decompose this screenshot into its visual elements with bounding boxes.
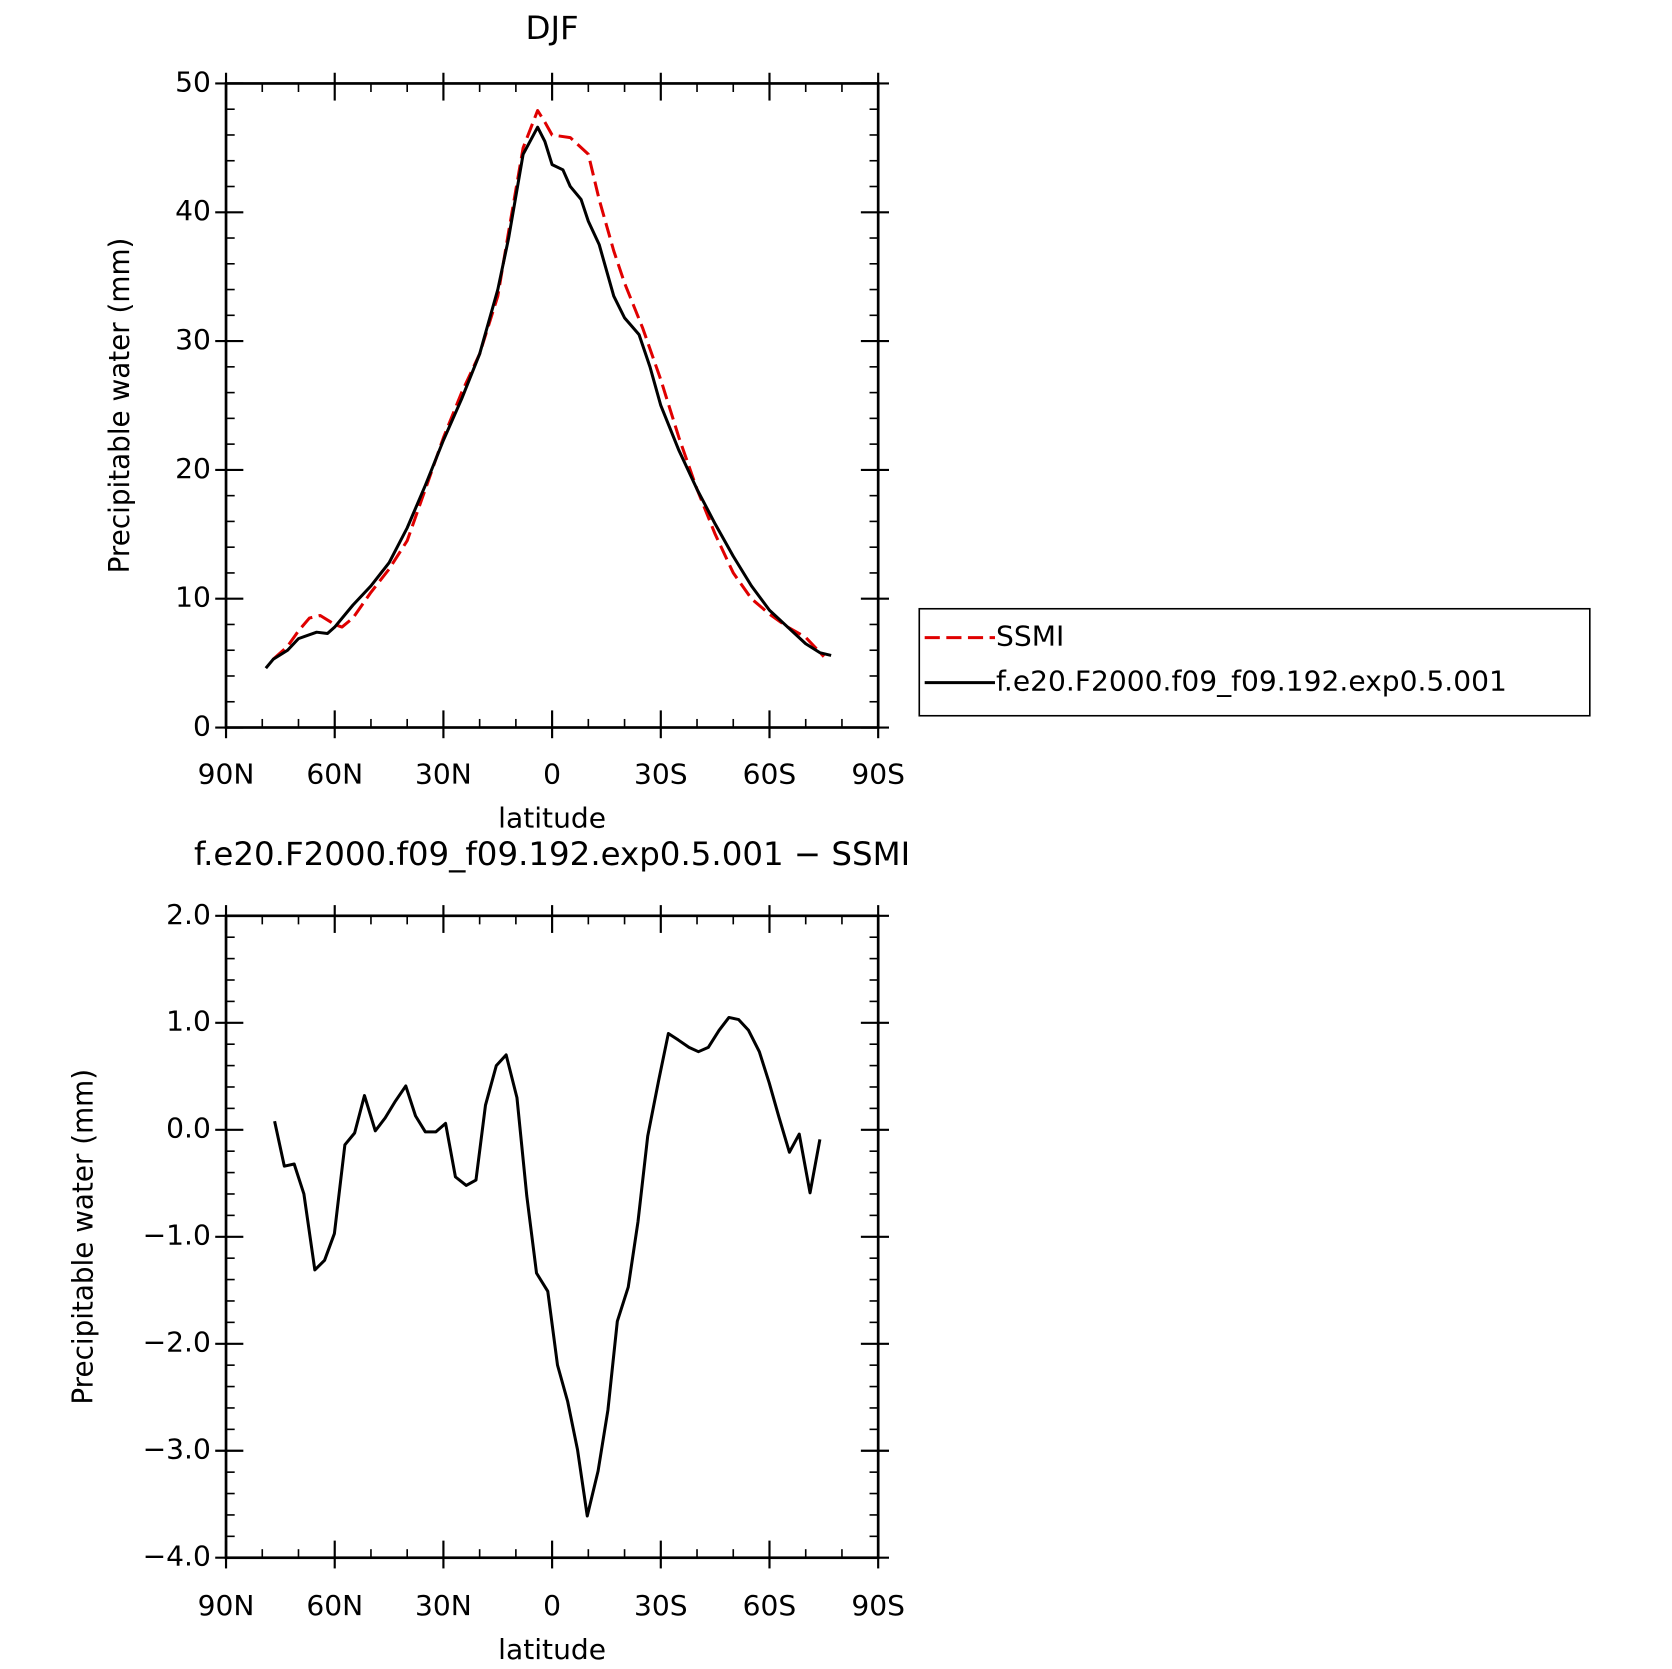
legend-box [918, 607, 1591, 717]
data-line [272, 109, 825, 661]
x-tick-label: 0 [543, 758, 561, 791]
y-tick-label: 2.0 [166, 898, 211, 931]
x-tick-label: 90S [851, 1589, 905, 1622]
x-tick-label: 90N [198, 758, 255, 791]
y-tick-label: 40 [175, 194, 211, 227]
x-tick-label: 30N [415, 1589, 472, 1622]
y-tick-label: −2.0 [143, 1326, 211, 1359]
y-tick-label: −1.0 [143, 1219, 211, 1252]
legend-label: SSMI [996, 620, 1064, 653]
x-axis-label: latitude [498, 802, 606, 835]
x-tick-label: 60N [306, 758, 363, 791]
plot-frame [224, 914, 880, 1560]
y-tick-label: 20 [175, 452, 211, 485]
x-tick-label: 60N [306, 1589, 363, 1622]
x-axis-label: latitude [498, 1633, 606, 1666]
x-tick-label: 0 [543, 1589, 561, 1622]
x-tick-label: 60S [743, 758, 797, 791]
y-axis-label: Precipitable water (mm) [103, 238, 136, 574]
x-tick-label: 30N [415, 758, 472, 791]
y-tick-label: 10 [175, 581, 211, 614]
y-tick-label: 0 [193, 710, 211, 743]
y-tick-label: 50 [175, 66, 211, 99]
y-axis-label: Precipitable water (mm) [66, 1069, 99, 1405]
x-tick-label: 60S [743, 1589, 797, 1622]
plot-frame [224, 82, 880, 729]
data-line [273, 1015, 822, 1518]
chart-title: f.e20.F2000.f09_f09.192.exp0.5.001 − SSM… [194, 835, 910, 873]
chart-title: DJF [526, 9, 579, 47]
legend-label: f.e20.F2000.f09_f09.192.exp0.5.001 [996, 665, 1507, 698]
y-tick-label: −4.0 [143, 1540, 211, 1573]
data-line [264, 125, 832, 670]
y-tick-label: 1.0 [166, 1005, 211, 1038]
y-tick-label: 30 [175, 323, 211, 356]
y-tick-label: −3.0 [143, 1433, 211, 1466]
y-tick-label: 0.0 [166, 1112, 211, 1145]
x-tick-label: 30S [634, 1589, 688, 1622]
x-tick-label: 90S [851, 758, 905, 791]
x-tick-label: 30S [634, 758, 688, 791]
x-tick-label: 90N [198, 1589, 255, 1622]
